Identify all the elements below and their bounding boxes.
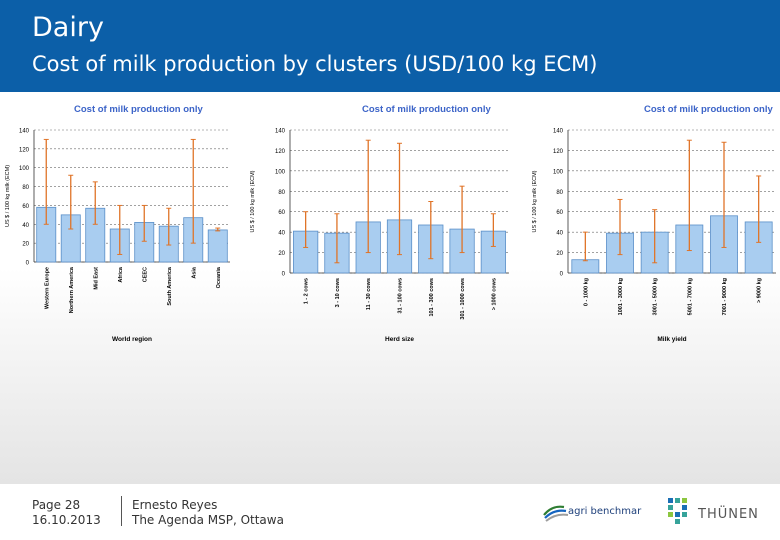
y-tick-label: 0 <box>282 272 286 278</box>
y-tick-label: 140 <box>275 129 286 135</box>
chart-title: Cost of milk production only <box>644 104 773 115</box>
y-tick-label: 20 <box>22 242 29 248</box>
bar <box>480 230 506 274</box>
y-tick-label: 120 <box>275 149 286 155</box>
footer <box>0 484 780 540</box>
author-name: Ernesto Reyes <box>132 498 218 512</box>
y-tick-label: 100 <box>275 169 286 175</box>
x-axis-label: World region <box>112 336 152 343</box>
x-tick-label: 31 - 100 cows <box>398 278 404 313</box>
page-date: 16.10.2013 <box>32 513 101 527</box>
x-tick-label: CEEC <box>142 267 148 282</box>
x-tick-label: 101 - 300 cows <box>429 278 435 317</box>
y-tick-label: 120 <box>19 147 30 153</box>
event-name: The Agenda MSP, Ottawa <box>132 513 284 527</box>
content-background <box>0 92 780 484</box>
x-axis-label: Herd size <box>385 336 414 343</box>
thuenen-logo: THÜNEN <box>668 498 759 524</box>
chart-3: Cost of milk production only 0 20 40 60 80 100… <box>532 104 776 343</box>
slide-title: Dairy <box>32 12 104 43</box>
bar <box>571 259 600 274</box>
agri-benchmark-wordmark: agri benchmark <box>568 506 642 517</box>
footer-page-info: Page 28 16.10.2013 <box>32 498 101 528</box>
y-tick-label: 80 <box>278 190 285 196</box>
x-tick-label: 11 - 30 cows <box>366 278 372 310</box>
x-tick-label: 1001 - 3000 kg <box>618 278 624 315</box>
y-tick-label: 60 <box>22 204 29 210</box>
agri-benchmark-logo: agri benchmark <box>543 505 642 522</box>
chart-1: Cost of milk production only 0 20 40 60 80 100… <box>5 104 230 343</box>
footer-divider <box>121 496 122 526</box>
chart-2: Cost of milk production only 0 20 40 60 80 100… <box>250 104 509 343</box>
y-tick-label: 140 <box>553 129 564 135</box>
y-tick-label: 20 <box>278 251 285 257</box>
y-tick-label: 140 <box>19 129 30 135</box>
y-tick-label: 120 <box>553 149 564 155</box>
thuenen-wordmark: THÜNEN <box>697 505 759 522</box>
page-number: Page 28 <box>32 498 81 512</box>
y-tick-label: 20 <box>556 251 563 257</box>
x-tick-label: 7001 - 9000 kg <box>722 278 728 315</box>
x-tick-label: Western Europe <box>44 267 50 309</box>
header-banner: Dairy Cost of milk production by cluster… <box>0 0 780 92</box>
x-axis-label: Milk yield <box>657 336 686 343</box>
x-tick-label: Mid East <box>93 267 99 290</box>
y-axis-label: US $ / 100 kg milk (ECM) <box>250 170 256 232</box>
y-tick-label: 100 <box>553 169 564 175</box>
x-tick-label: Oceania <box>216 266 222 288</box>
y-tick-label: 0 <box>560 272 564 278</box>
bar <box>207 229 228 263</box>
y-axis-label: US $ / 100 kg milk (ECM) <box>532 170 538 232</box>
x-tick-label: Northern America <box>69 266 75 313</box>
y-tick-label: 60 <box>278 210 285 216</box>
charts-area: Cost of milk production only 0 20 40 60 80 100… <box>5 104 776 343</box>
y-tick-label: 40 <box>22 223 29 229</box>
x-tick-label: 301 - 1000 cows <box>460 278 466 320</box>
x-tick-label: > 9000 kg <box>757 278 763 303</box>
x-tick-label: 3 - 10 cows <box>335 278 341 307</box>
x-tick-label: 0 - 1000 kg <box>583 278 589 306</box>
chart-title: Cost of milk production only <box>362 104 491 115</box>
y-tick-label: 80 <box>22 185 29 191</box>
y-tick-label: 40 <box>278 231 285 237</box>
x-tick-label: Africa <box>118 266 124 283</box>
y-tick-label: 0 <box>26 261 30 267</box>
y-tick-label: 80 <box>556 190 563 196</box>
y-tick-label: 100 <box>19 166 30 172</box>
y-tick-label: 40 <box>556 231 563 237</box>
x-tick-label: South America <box>167 266 173 306</box>
chart-title: Cost of milk production only <box>74 104 203 115</box>
x-tick-label: > 1000 cows <box>491 278 497 310</box>
y-axis-label: US $ / 100 kg milk (ECM) <box>5 165 11 227</box>
x-tick-label: 5001 - 7000 kg <box>687 278 693 315</box>
x-tick-label: 1 - 2 cows <box>304 278 310 304</box>
y-tick-label: 60 <box>556 210 563 216</box>
x-tick-label: 3001 - 5000 kg <box>653 278 659 315</box>
footer-author-info: Ernesto Reyes The Agenda MSP, Ottawa <box>132 498 284 528</box>
x-tick-label: Asia <box>191 266 197 279</box>
slide-subtitle: Cost of milk production by clusters (USD… <box>32 52 598 76</box>
